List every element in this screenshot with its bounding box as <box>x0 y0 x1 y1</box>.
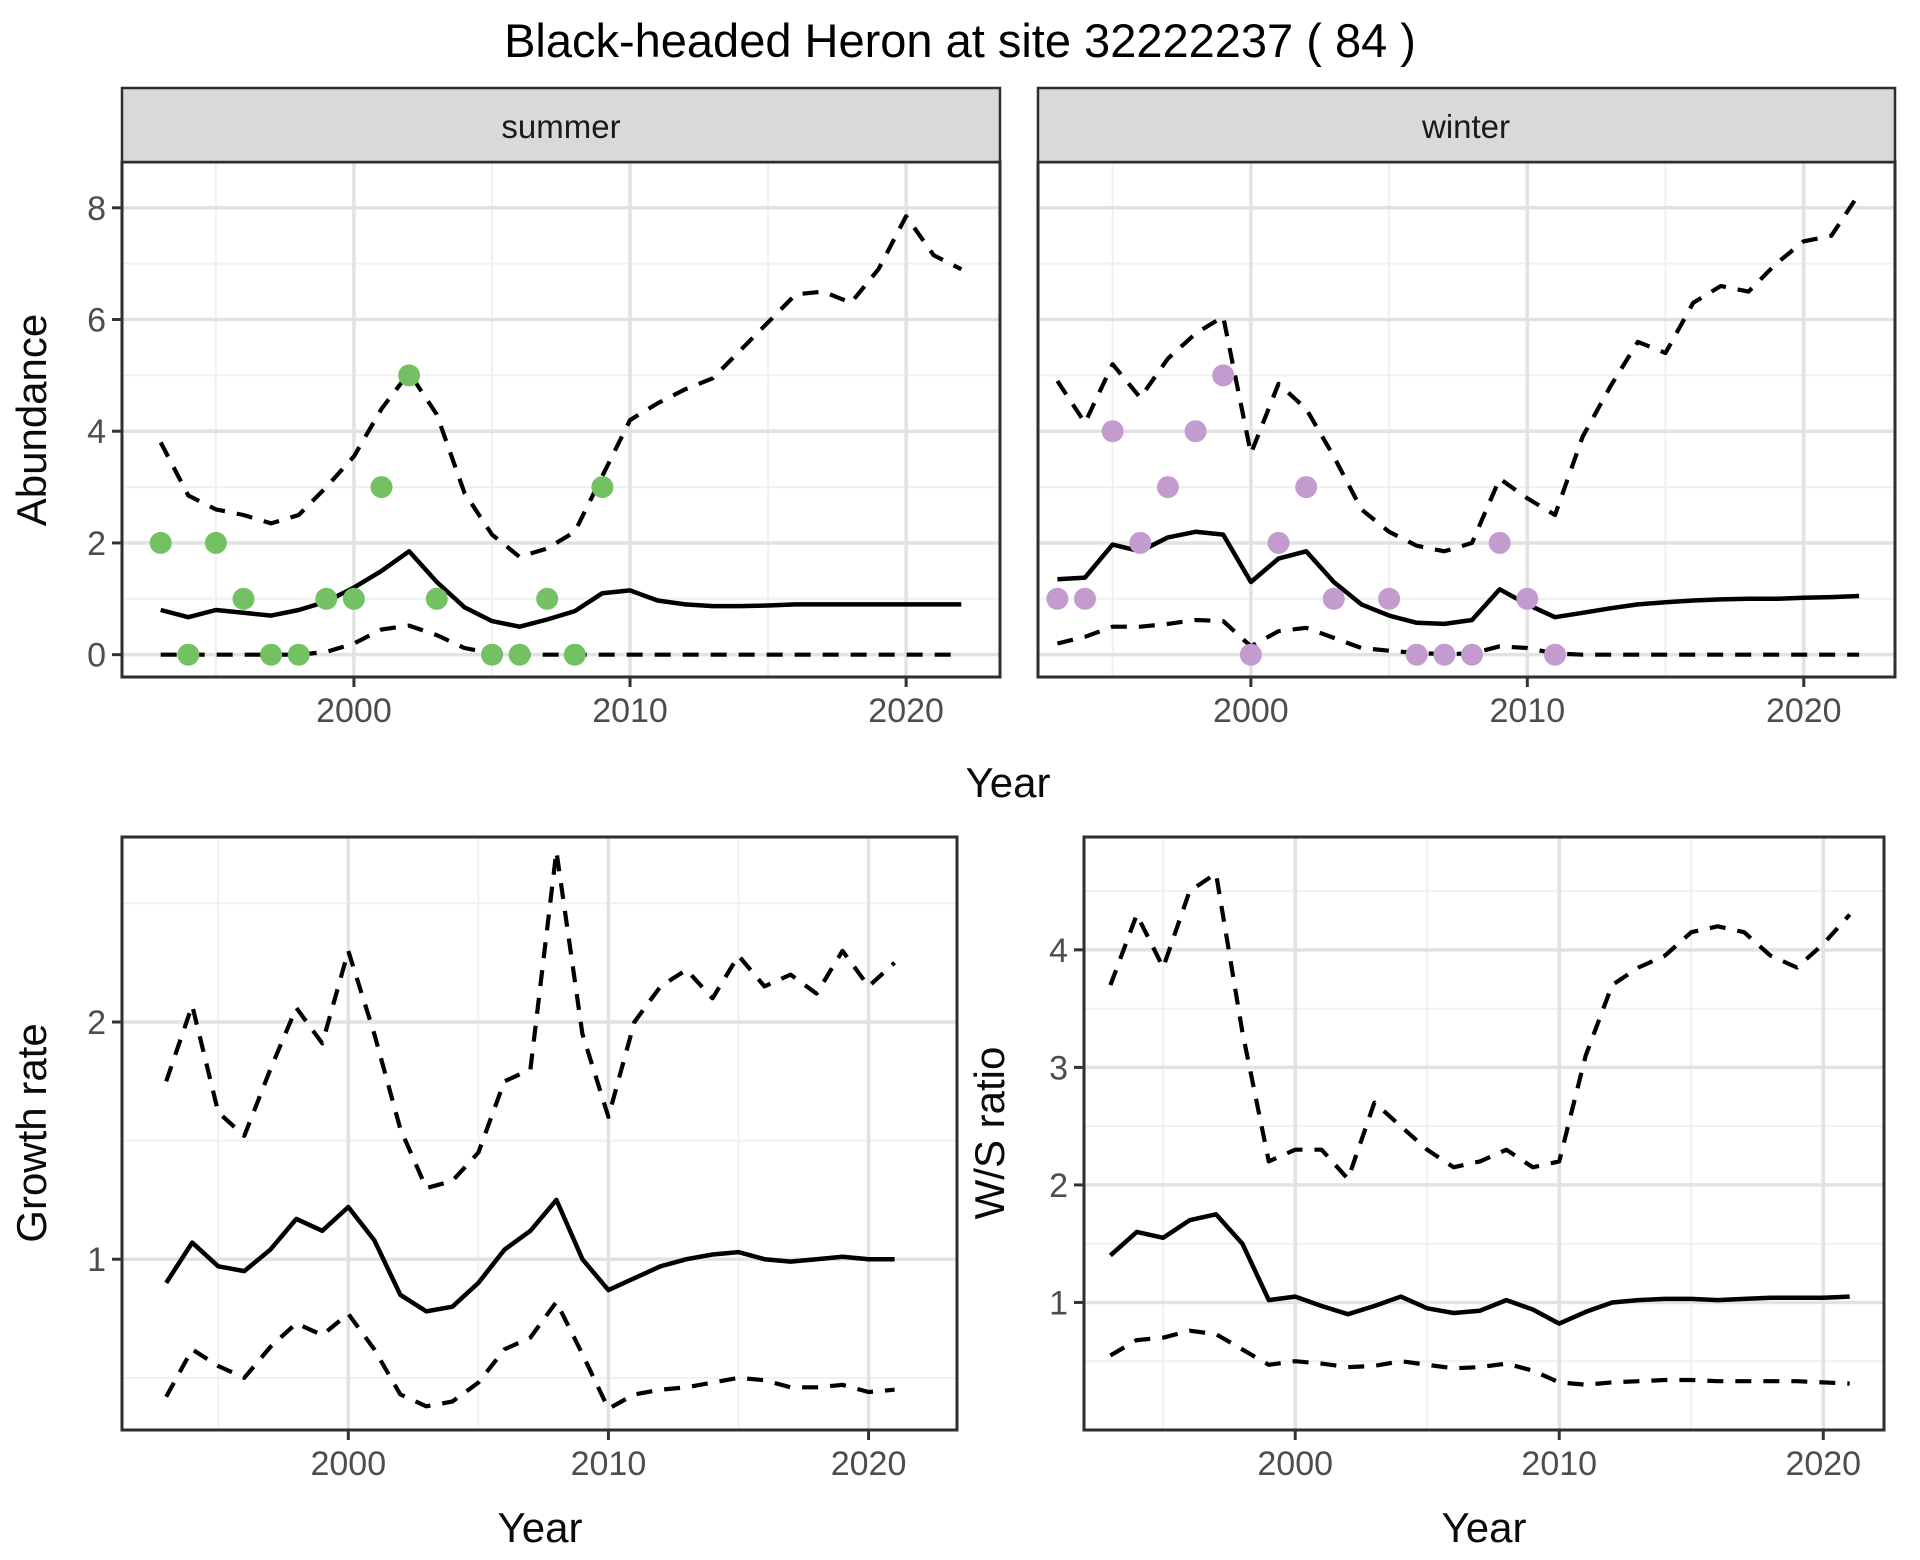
panel-ws: 2000 2010 2020 1 2 3 4 <box>1049 835 1886 1483</box>
x-tick-label: 2000 <box>1213 692 1289 730</box>
x-tick-label: 2020 <box>1766 692 1842 730</box>
abundance-summer-lower-ci-line <box>160 623 962 657</box>
facet-strip-winter-label: winter <box>1421 108 1510 145</box>
y-tick-label: 4 <box>87 413 106 451</box>
x-tick-label: 2020 <box>868 692 944 730</box>
observation-point <box>149 531 172 554</box>
facet-strips: summer winter <box>120 86 1897 164</box>
observation-point <box>1405 643 1428 666</box>
y-tick-label: 1 <box>87 1241 106 1279</box>
observation-point <box>1101 420 1124 443</box>
facet-strip-winter <box>1036 86 1897 164</box>
x-tick-label: 2010 <box>571 1445 647 1483</box>
observation-point <box>1212 364 1235 387</box>
x-tick-label: 2010 <box>1489 692 1565 730</box>
observation-point <box>508 643 531 666</box>
x-tick-label: 2000 <box>310 1445 386 1483</box>
y-tick-label: 2 <box>1049 1167 1068 1205</box>
observation-point <box>1295 476 1318 499</box>
abundance-winter-fit-line <box>1057 529 1860 627</box>
observation-point <box>1156 476 1179 499</box>
observation-point <box>370 476 393 499</box>
panel-abundance-summer: 2000 2010 2020 0 2 4 6 8 <box>87 160 1002 730</box>
observation-point <box>563 643 586 666</box>
abundance-winter-lower-ci-line <box>1056 617 1860 657</box>
panel-border <box>1082 835 1886 1432</box>
observation-point <box>1461 643 1483 666</box>
facet-strip-summer <box>120 86 1002 164</box>
observation-point <box>1322 587 1345 610</box>
growth-upper-ci-line <box>164 849 897 1191</box>
x-tick-label: 2010 <box>592 692 668 730</box>
abundance-summer-upper-ci-line <box>158 214 963 560</box>
observation-point <box>232 587 255 610</box>
y-tick-label: 6 <box>87 302 106 340</box>
y-tick-label: 4 <box>1049 932 1068 970</box>
observation-point <box>536 587 559 610</box>
observation-point <box>1378 587 1401 610</box>
observation-point <box>1544 643 1566 666</box>
y-tick-label: 2 <box>87 1004 106 1042</box>
observation-point <box>342 587 365 610</box>
x-tick-label: 2000 <box>1257 1445 1333 1483</box>
growth-year-axis-label: Year <box>498 1504 583 1551</box>
y-tick-label: 1 <box>1049 1284 1068 1322</box>
chart-title: Black-headed Heron at site 32222237 ( 84… <box>504 14 1416 67</box>
observation-point <box>398 364 421 387</box>
observation-point <box>204 531 227 554</box>
abundance-winter-upper-ci-line <box>1055 192 1861 554</box>
y-tick-label: 2 <box>87 525 106 563</box>
x-tick-label: 2020 <box>1785 1445 1861 1483</box>
observation-point <box>260 643 283 666</box>
ws-year-axis-label: Year <box>1442 1504 1527 1551</box>
observation-point <box>1184 420 1207 443</box>
observation-point <box>1074 587 1096 610</box>
y-tick-label: 0 <box>87 637 106 675</box>
observation-point <box>591 476 614 499</box>
observation-point <box>481 643 503 666</box>
x-tick-label: 2010 <box>1521 1445 1597 1483</box>
x-tick-label: 2020 <box>831 1445 907 1483</box>
observation-point <box>177 643 200 666</box>
x-tick-label: 2000 <box>316 692 392 730</box>
observation-point <box>1433 643 1456 666</box>
facet-strip-summer-label: summer <box>501 108 620 145</box>
observation-point <box>1129 531 1152 554</box>
abundance-winter-observations <box>1046 364 1566 666</box>
observation-point <box>1267 531 1290 554</box>
growth-fit-line <box>164 1197 895 1314</box>
growth-rate-axis-label: Growth rate <box>8 1023 55 1242</box>
top-row-year-axis-label: Year <box>966 759 1051 806</box>
observation-point <box>425 587 448 610</box>
abundance-summer-fit-line <box>160 549 962 629</box>
panels-layer: 2000 2010 2020 0 2 4 6 8 2000 2010 2020 2000 2010 202… <box>87 160 1897 1483</box>
abundance-axis-label: Abundance <box>8 314 55 527</box>
observation-point <box>1488 531 1511 554</box>
growth-lower-ci-line <box>164 1299 895 1411</box>
observation-point <box>1239 643 1262 666</box>
ws-fit-line <box>1108 1212 1850 1326</box>
y-tick-label: 8 <box>87 190 106 228</box>
observation-point <box>1046 587 1069 610</box>
panel-abundance-winter: 2000 2010 2020 <box>1036 160 1897 730</box>
y-tick-label: 3 <box>1049 1049 1068 1087</box>
abundance-summer-observations <box>149 364 614 666</box>
observation-point <box>315 587 338 610</box>
observation-point <box>287 643 310 666</box>
panel-border <box>120 835 959 1432</box>
ws-ratio-axis-label: W/S ratio <box>966 1047 1013 1220</box>
panel-growth: 2000 2010 2020 1 2 <box>87 835 959 1483</box>
observation-point <box>1516 587 1539 610</box>
ws-upper-ci-line <box>1108 871 1852 1182</box>
